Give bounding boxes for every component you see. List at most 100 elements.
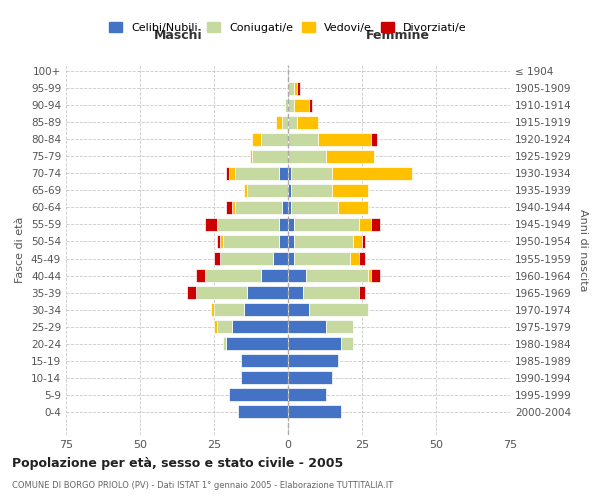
Bar bbox=[294, 82, 297, 94]
Bar bbox=[338, 201, 368, 214]
Bar bbox=[205, 269, 262, 282]
Bar bbox=[285, 99, 288, 112]
Bar bbox=[187, 286, 196, 299]
Bar bbox=[326, 150, 374, 162]
Bar bbox=[226, 201, 232, 214]
Bar bbox=[241, 372, 288, 384]
Bar bbox=[288, 354, 338, 367]
Bar bbox=[238, 406, 288, 418]
Bar bbox=[317, 133, 371, 145]
Bar bbox=[359, 252, 365, 265]
Bar bbox=[214, 320, 217, 333]
Bar bbox=[276, 116, 282, 128]
Bar bbox=[244, 303, 288, 316]
Bar bbox=[288, 99, 294, 112]
Bar bbox=[196, 269, 205, 282]
Bar bbox=[288, 252, 294, 265]
Bar bbox=[294, 235, 353, 248]
Bar bbox=[226, 338, 288, 350]
Bar bbox=[217, 218, 279, 231]
Bar bbox=[297, 82, 300, 94]
Bar bbox=[294, 99, 309, 112]
Bar bbox=[332, 167, 412, 179]
Legend: Celibi/Nubili, Coniugati/e, Vedovi/e, Divorziati/e: Celibi/Nubili, Coniugati/e, Vedovi/e, Di… bbox=[106, 19, 470, 36]
Bar bbox=[217, 320, 232, 333]
Bar bbox=[279, 167, 288, 179]
Bar bbox=[341, 338, 353, 350]
Bar bbox=[326, 320, 353, 333]
Bar bbox=[306, 269, 368, 282]
Bar bbox=[253, 133, 262, 145]
Bar bbox=[235, 167, 279, 179]
Bar bbox=[288, 82, 294, 94]
Bar bbox=[229, 167, 235, 179]
Bar bbox=[196, 286, 247, 299]
Bar bbox=[297, 116, 317, 128]
Bar bbox=[279, 218, 288, 231]
Bar bbox=[288, 167, 291, 179]
Bar bbox=[205, 218, 217, 231]
Bar bbox=[291, 167, 332, 179]
Bar bbox=[294, 252, 350, 265]
Bar bbox=[362, 235, 365, 248]
Bar bbox=[241, 354, 288, 367]
Bar bbox=[279, 235, 288, 248]
Bar bbox=[288, 406, 341, 418]
Bar bbox=[288, 388, 326, 401]
Bar bbox=[244, 184, 247, 197]
Bar bbox=[332, 184, 368, 197]
Bar bbox=[288, 269, 306, 282]
Bar bbox=[288, 201, 291, 214]
Bar bbox=[294, 218, 359, 231]
Bar bbox=[288, 286, 303, 299]
Bar bbox=[288, 320, 326, 333]
Bar bbox=[288, 372, 332, 384]
Bar bbox=[288, 150, 326, 162]
Bar bbox=[232, 320, 288, 333]
Bar bbox=[350, 252, 359, 265]
Bar bbox=[309, 99, 311, 112]
Bar bbox=[371, 133, 377, 145]
Bar bbox=[214, 252, 220, 265]
Text: COMUNE DI BORGO PRIOLO (PV) - Dati ISTAT 1° gennaio 2005 - Elaborazione TUTTITAL: COMUNE DI BORGO PRIOLO (PV) - Dati ISTAT… bbox=[12, 481, 393, 490]
Y-axis label: Anni di nascita: Anni di nascita bbox=[578, 209, 588, 291]
Bar bbox=[288, 235, 294, 248]
Bar bbox=[291, 201, 338, 214]
Text: Maschi: Maschi bbox=[154, 29, 203, 42]
Bar bbox=[303, 286, 359, 299]
Bar bbox=[288, 184, 291, 197]
Bar bbox=[253, 150, 288, 162]
Bar bbox=[250, 150, 253, 162]
Bar bbox=[223, 338, 226, 350]
Bar bbox=[359, 218, 371, 231]
Bar bbox=[288, 218, 294, 231]
Text: Femmine: Femmine bbox=[365, 29, 430, 42]
Y-axis label: Fasce di età: Fasce di età bbox=[16, 217, 25, 283]
Bar bbox=[220, 252, 273, 265]
Bar bbox=[282, 201, 288, 214]
Bar bbox=[247, 184, 288, 197]
Bar bbox=[247, 286, 288, 299]
Bar bbox=[262, 133, 288, 145]
Bar bbox=[223, 235, 279, 248]
Bar bbox=[211, 303, 214, 316]
Bar bbox=[291, 184, 332, 197]
Bar bbox=[217, 235, 220, 248]
Text: Popolazione per età, sesso e stato civile - 2005: Popolazione per età, sesso e stato civil… bbox=[12, 458, 343, 470]
Bar bbox=[288, 303, 309, 316]
Bar bbox=[235, 201, 282, 214]
Bar bbox=[368, 269, 371, 282]
Bar bbox=[288, 133, 317, 145]
Bar bbox=[353, 235, 362, 248]
Bar bbox=[229, 388, 288, 401]
Bar bbox=[220, 235, 223, 248]
Bar bbox=[232, 201, 235, 214]
Bar bbox=[282, 116, 288, 128]
Bar bbox=[288, 116, 297, 128]
Bar bbox=[309, 303, 368, 316]
Bar bbox=[273, 252, 288, 265]
Bar bbox=[262, 269, 288, 282]
Bar bbox=[226, 167, 229, 179]
Bar bbox=[371, 269, 380, 282]
Bar bbox=[214, 303, 244, 316]
